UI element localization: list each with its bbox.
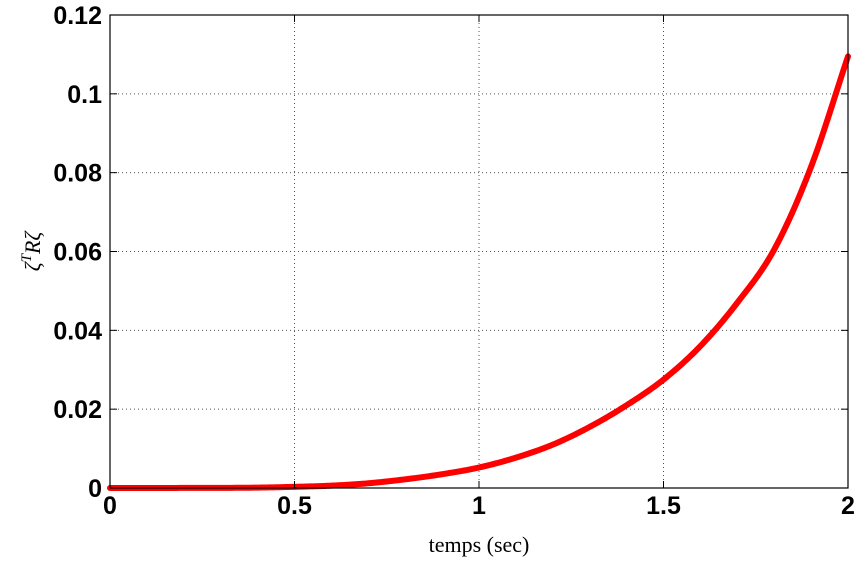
y-tick-label: 0.06 [53,239,102,267]
y-tick-label: 0.02 [53,396,102,424]
y-axis-label-superscript: T [19,252,35,262]
axis-ticks: 0 0.5 1 1.5 2 0 0.02 0.04 0.06 0.08 0.1 0.12 [53,2,855,520]
y-axis-label: ζTRζ [19,230,45,272]
x-tick-label: 0.5 [277,492,312,520]
x-tick-label: 2 [841,492,855,520]
y-tick-label: 0.04 [53,317,102,345]
y-tick-label: 0.12 [53,2,102,30]
y-tick-label: 0 [88,475,102,503]
y-axis-label-rest: Rζ [20,230,45,255]
y-tick-label: 0.1 [67,81,102,109]
x-tick-label: 1 [472,492,486,520]
x-tick-label: 0 [103,492,117,520]
y-tick-label: 0.08 [53,160,102,188]
y-axis-label-base: ζ [20,260,45,271]
grid-lines [110,15,848,488]
x-axis-label: temps (sec) [429,532,530,557]
x-tick-label: 1.5 [646,492,681,520]
